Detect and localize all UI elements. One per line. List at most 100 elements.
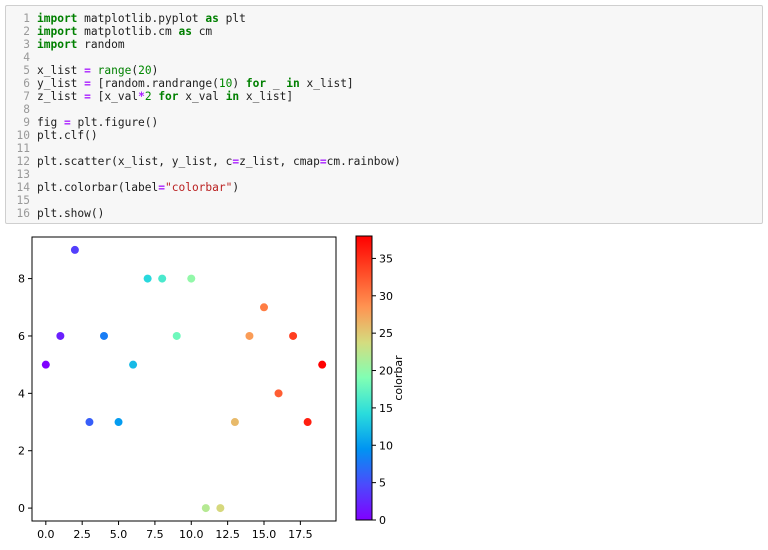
scatter-point <box>289 331 298 340</box>
x-tick-label: 15.0 <box>252 528 277 541</box>
y-tick-label: 2 <box>18 445 25 458</box>
colorbar-tick-label: 0 <box>379 514 386 527</box>
line-number: 3 <box>23 38 30 51</box>
scatter-point <box>41 360 50 369</box>
scatter-point <box>114 418 123 427</box>
code-line: 2 import matplotlib.cm as cm <box>6 25 212 38</box>
code-line: 13 <box>6 168 37 181</box>
code-token: z_list, cmap <box>239 155 320 168</box>
line-number: 12 <box>16 155 30 168</box>
line-number: 13 <box>16 168 30 181</box>
code-token: ) <box>151 64 159 77</box>
colorbar-tick-label: 20 <box>379 365 393 378</box>
code-token: "colorbar" <box>165 181 233 194</box>
colorbar-tick-label: 30 <box>379 290 393 303</box>
code-token: [x_val <box>90 90 139 103</box>
line-number: 1 <box>23 12 30 25</box>
code-token: as <box>205 12 219 25</box>
line-number: 4 <box>23 51 30 64</box>
line-number: 10 <box>16 129 30 142</box>
code-token: matplotlib.pyplot <box>77 12 206 25</box>
code-token: _ <box>266 77 287 90</box>
scatter-point <box>70 245 79 254</box>
colorbar-tick-label: 25 <box>379 327 393 340</box>
code-token: plt.figure() <box>70 116 159 129</box>
code-token: import <box>37 25 78 38</box>
code-token: = <box>158 181 165 194</box>
scatter-point <box>318 360 327 369</box>
code-token: 2 <box>144 90 152 103</box>
code-token: plt <box>218 12 246 25</box>
colorbar-tick-label: 15 <box>379 402 393 415</box>
y-tick-label: 8 <box>18 273 25 286</box>
code-line: 3 import random <box>6 38 125 51</box>
x-tick-label: 12.5 <box>215 528 240 541</box>
x-tick-label: 17.5 <box>288 528 313 541</box>
line-number: 15 <box>16 194 30 207</box>
code-token: x_val <box>178 90 226 103</box>
code-token: x_list <box>37 64 85 77</box>
code-token: = <box>232 155 240 168</box>
line-number: 11 <box>16 142 30 155</box>
colorbar-tick-label: 5 <box>379 477 386 490</box>
code-line: 11 <box>6 142 37 155</box>
code-token: matplotlib.cm <box>77 25 179 38</box>
code-token: z_list <box>37 90 85 103</box>
code-token: import <box>37 12 78 25</box>
plot-area-frame <box>31 236 337 522</box>
colorbar-tick-label: 35 <box>379 252 393 265</box>
code-token: x_list] <box>299 77 354 90</box>
code-line: 6 y_list = [random.randrange(10) for _ in… <box>6 77 354 90</box>
x-tick-label: 0.0 <box>37 528 55 541</box>
line-number: 5 <box>23 64 30 77</box>
code-token: = <box>319 155 327 168</box>
scatter-point <box>274 389 283 398</box>
code-token: = <box>84 77 91 90</box>
code-cell[interactable]: 1 import matplotlib.pyplot as plt 2 import … <box>5 5 763 224</box>
code-line: 8 <box>6 103 37 116</box>
code-line: 7 z_list = [x_val*2 for x_val in x_list] <box>6 90 293 103</box>
scatter-point <box>172 331 181 340</box>
code-token: y_list <box>37 77 85 90</box>
code-line: 4 <box>6 51 37 64</box>
scatter-point <box>100 331 108 340</box>
code-token: import <box>37 38 78 51</box>
scatter-point <box>303 418 312 427</box>
line-number: 16 <box>16 207 30 220</box>
code-token: in <box>286 77 300 90</box>
x-tick-label: 10.0 <box>179 528 204 541</box>
line-number: 2 <box>23 25 30 38</box>
code-token: = <box>84 64 91 77</box>
code-token: plt.clf() <box>37 129 98 142</box>
code-token: for <box>158 90 179 103</box>
x-tick-label: 2.5 <box>73 528 91 541</box>
code-token: fig <box>37 116 64 129</box>
code-token: [random.randrange( <box>90 77 219 90</box>
code-line: 15 <box>6 194 37 207</box>
code-token: random <box>77 38 125 51</box>
code-line: 1 import matplotlib.pyplot as plt <box>6 12 246 25</box>
scatter-figure: 0.0 2.5 5.0 7.5 10.0 12.5 15.0 17.5 0 2 4 6 8 0 5 10 15… <box>18 235 405 541</box>
scatter-point <box>187 274 196 283</box>
code-line: 5 x_list = range(20) <box>6 64 158 77</box>
code-token: as <box>178 25 192 38</box>
y-tick-label: 0 <box>18 502 25 515</box>
code-token: cm.rainbow) <box>326 155 401 168</box>
code-token <box>91 64 98 77</box>
scatter-point <box>56 331 65 340</box>
line-number: 6 <box>23 77 30 90</box>
code-token: 20 <box>138 64 152 77</box>
code-token: = <box>63 116 71 129</box>
code-token: 10 <box>218 77 233 90</box>
code-token: plt.colorbar(label <box>37 181 159 194</box>
x-tick-label: 7.5 <box>146 528 164 541</box>
scatter-point <box>201 504 210 513</box>
code-token: for <box>245 77 267 90</box>
y-tick-label: 6 <box>18 330 25 343</box>
scatter-point <box>245 331 254 340</box>
scatter-point <box>158 274 167 283</box>
code-token: ( <box>131 64 139 77</box>
code-token: = <box>84 90 91 103</box>
line-number: 7 <box>23 90 30 103</box>
line-number: 14 <box>16 181 30 194</box>
